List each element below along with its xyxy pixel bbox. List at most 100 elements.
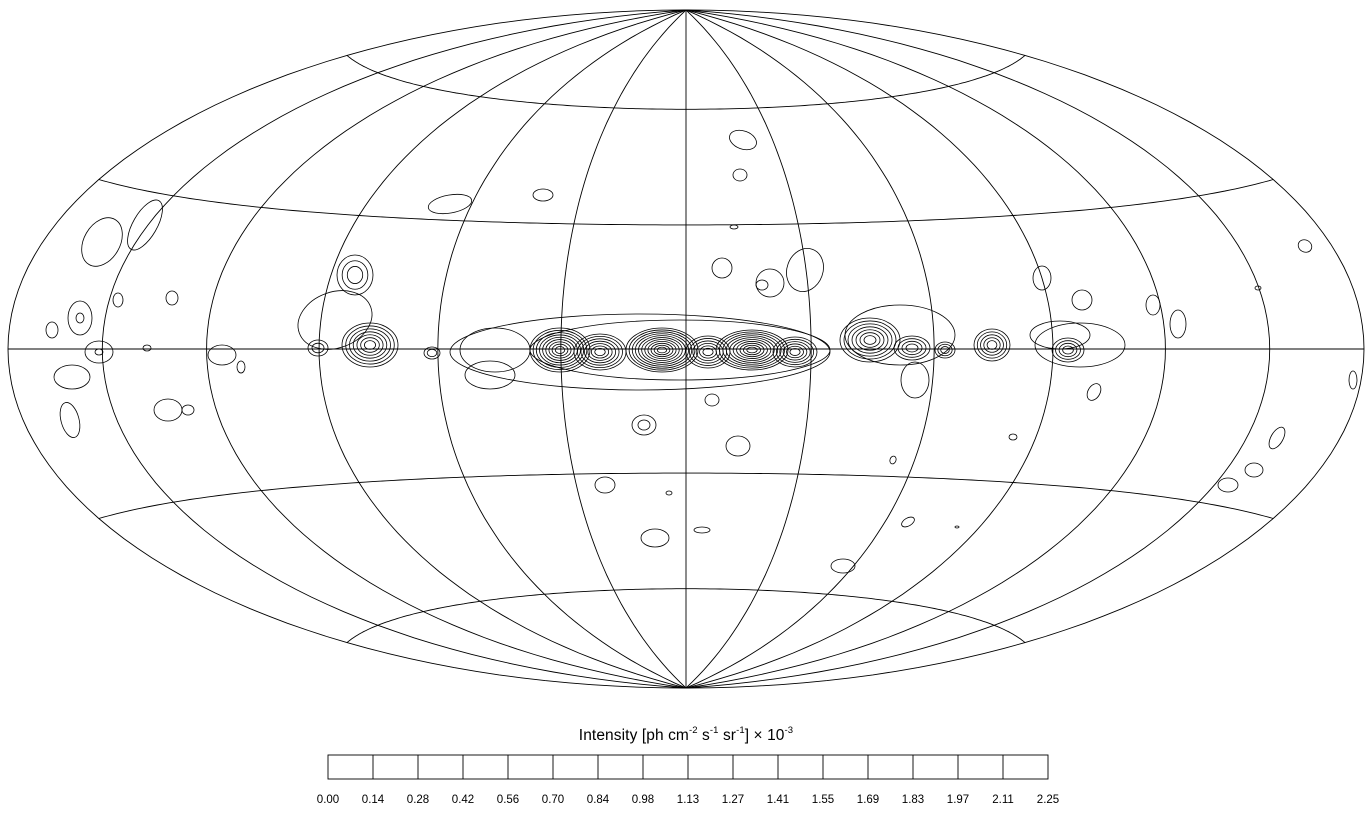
contour-line	[772, 336, 818, 368]
parallel-line	[98, 179, 1274, 226]
contour-line	[786, 248, 824, 292]
contour-line	[423, 346, 441, 360]
contour-line	[641, 337, 683, 363]
contour-line	[628, 329, 696, 371]
parallel-line	[98, 472, 1274, 519]
contour-line	[584, 340, 617, 364]
contour-line	[702, 347, 714, 357]
contour-line	[1058, 342, 1078, 358]
contour-line	[94, 348, 104, 356]
contour-line	[1268, 426, 1286, 450]
contour-line	[356, 334, 384, 356]
contour-line	[839, 317, 901, 363]
contour-line	[1071, 289, 1093, 311]
contour-line	[346, 266, 364, 284]
contour-line	[67, 300, 93, 336]
contour-line	[165, 290, 179, 306]
contour-line	[980, 334, 1004, 356]
contour-line	[307, 339, 329, 357]
contour-line	[84, 340, 114, 364]
contour-line	[634, 333, 690, 367]
contour-line	[341, 322, 399, 368]
contour-line	[755, 268, 785, 298]
scale-tick-label: 1.55	[812, 794, 834, 806]
contour-line	[739, 342, 765, 358]
contour-line	[53, 364, 91, 390]
contour-line	[127, 199, 163, 251]
contour-line	[855, 329, 885, 351]
scale-tick-label: 0.98	[632, 794, 654, 806]
contour-line	[665, 490, 673, 496]
contour-line	[1086, 383, 1102, 401]
contour-line	[897, 338, 927, 358]
scale-tick-label: 1.69	[857, 794, 879, 806]
contour-line	[464, 360, 516, 390]
contour-line	[580, 338, 620, 366]
contour-line	[590, 345, 610, 359]
contour-line	[746, 346, 758, 354]
scale-tick-label: 0.28	[407, 794, 429, 806]
coordinate-grid	[7, 9, 1365, 689]
contour-line	[640, 528, 670, 548]
contour-line	[153, 398, 183, 422]
contour-line	[653, 344, 671, 356]
contour-line	[1145, 294, 1161, 316]
scale-tick-label: 1.97	[947, 794, 969, 806]
contour-line	[986, 340, 998, 350]
contour-line	[729, 224, 739, 230]
contour-line	[736, 341, 768, 359]
contour-line	[851, 326, 889, 354]
contour-line	[755, 279, 769, 291]
contour-line	[577, 335, 623, 368]
contour-line	[1055, 340, 1081, 360]
scale-tick-label: 0.00	[317, 794, 339, 806]
scale-tick-label: 1.41	[767, 794, 789, 806]
contour-line	[729, 129, 757, 151]
contour-line	[905, 343, 919, 353]
contour-line	[830, 558, 856, 574]
contour-line	[363, 340, 376, 350]
contour-line	[426, 348, 438, 357]
contour-line	[142, 344, 152, 352]
contour-line	[693, 526, 711, 534]
contour-line	[1244, 462, 1264, 478]
contour-line	[311, 342, 325, 354]
contour-line	[847, 323, 893, 357]
contour-line	[112, 292, 124, 308]
contour-line	[75, 312, 85, 324]
contour-line	[1051, 337, 1085, 363]
contour-line	[692, 340, 724, 364]
contour-line	[937, 343, 953, 357]
scale-tick-label: 0.70	[542, 794, 564, 806]
contour-line	[725, 335, 779, 365]
contour-line	[236, 360, 246, 374]
contour-line	[722, 333, 782, 367]
contour-line	[1169, 309, 1187, 339]
contour-line	[336, 254, 374, 296]
contour-line	[1029, 320, 1091, 350]
intensity-contours	[45, 129, 1358, 574]
parallel-line	[346, 588, 1026, 643]
contour-line	[297, 290, 373, 350]
contour-line	[732, 168, 748, 182]
contour-line	[1348, 370, 1358, 390]
contour-line	[843, 320, 897, 360]
contour-line	[551, 343, 569, 357]
contour-line	[893, 335, 931, 361]
contour-line	[1217, 477, 1239, 493]
contour-line	[539, 334, 581, 366]
contour-line	[973, 328, 1011, 362]
contour-line	[207, 344, 237, 366]
contour-line	[625, 327, 699, 373]
contour-line	[594, 476, 616, 494]
contour-line	[704, 393, 720, 407]
contour-line	[532, 188, 554, 202]
contour-line	[976, 331, 1008, 359]
contour-line	[637, 419, 651, 431]
contour-line	[449, 313, 831, 391]
contour-line	[650, 342, 674, 358]
scale-tick-label: 1.13	[677, 794, 699, 806]
scale-tick-label: 2.11	[992, 794, 1014, 806]
contour-line	[647, 340, 677, 360]
contour-line	[644, 339, 680, 361]
